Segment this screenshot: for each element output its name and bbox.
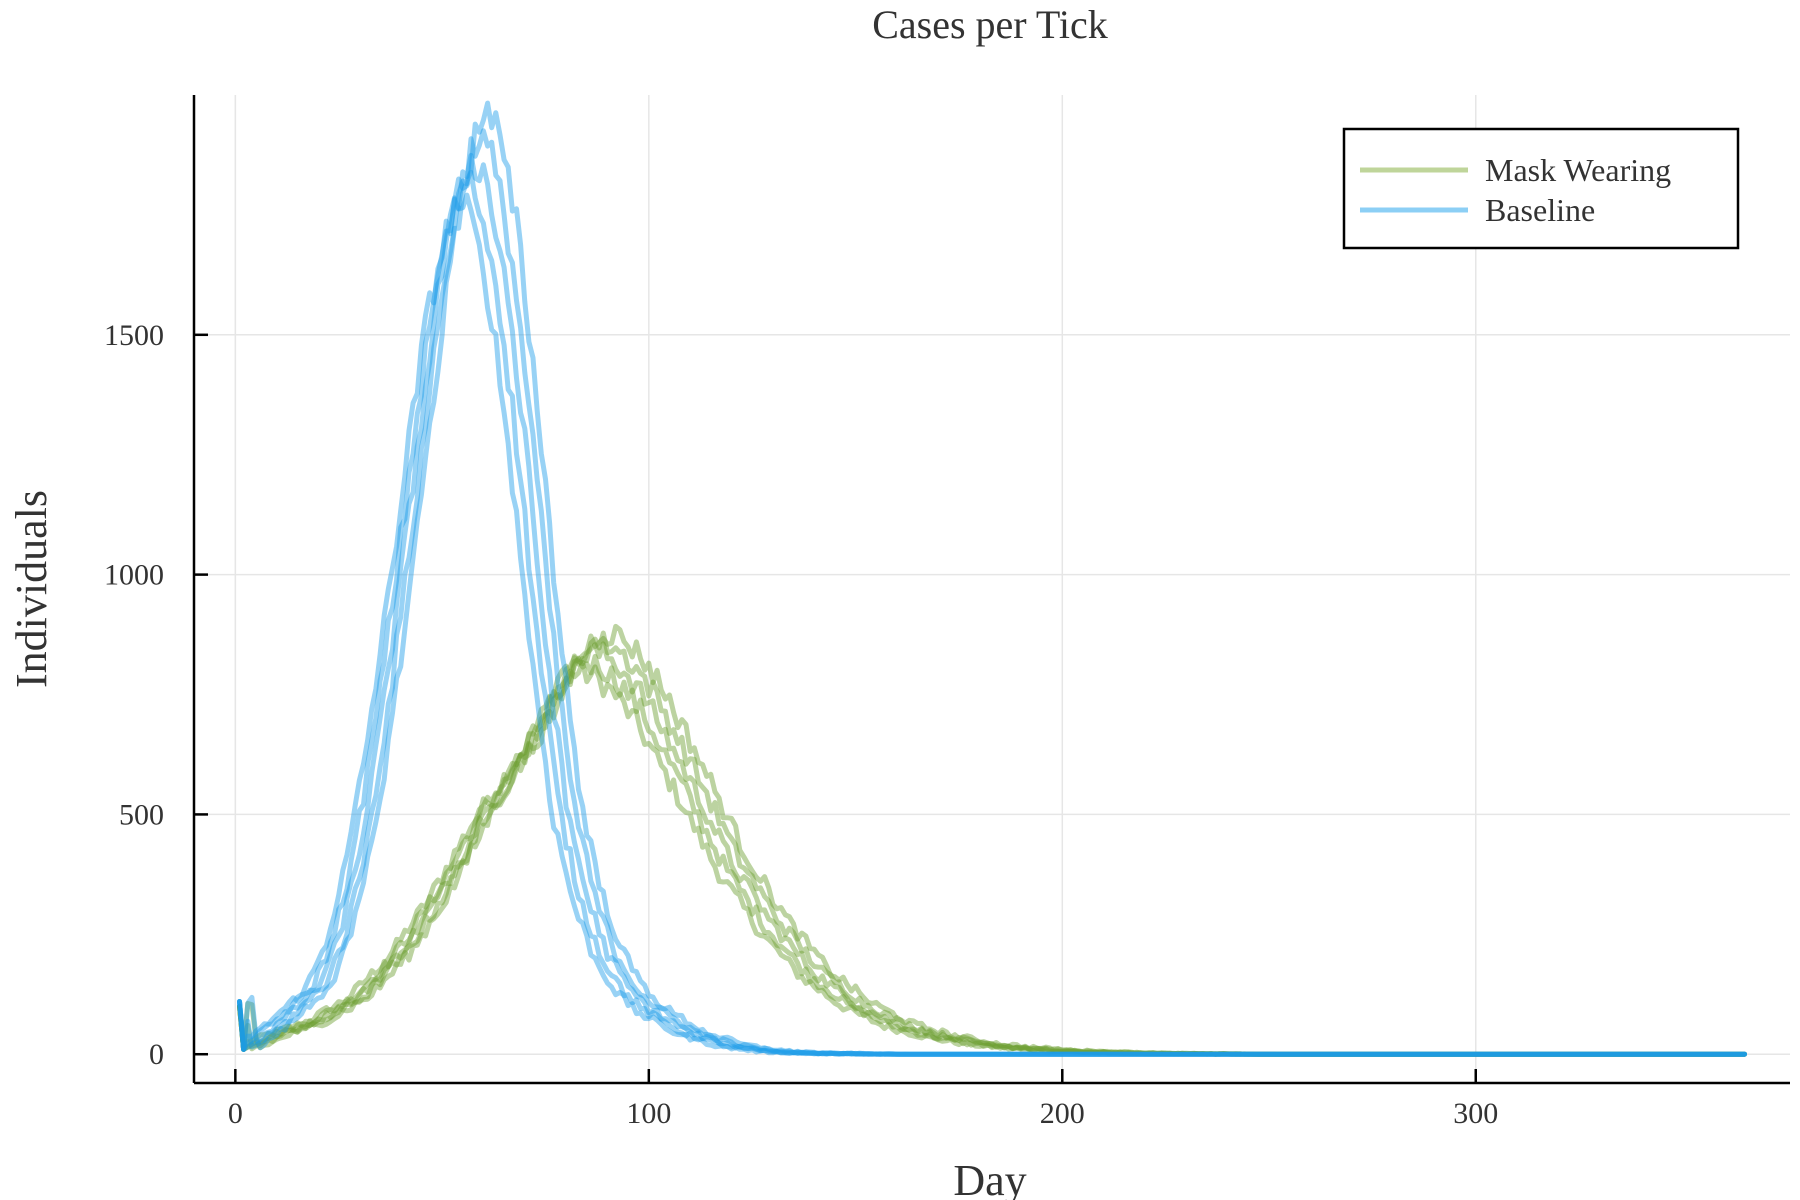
series-run-line (237, 659, 1747, 1057)
series-run-line (237, 100, 1747, 1057)
series-run-line (237, 169, 1747, 1057)
series-run-line (237, 641, 1747, 1057)
series-baseline (237, 100, 1747, 1057)
y-axis-label: Individuals (7, 490, 56, 688)
axes (192, 95, 1790, 1085)
x-tick-label: 200 (1040, 1097, 1085, 1130)
legend-label-baseline: Baseline (1485, 192, 1595, 228)
x-axis-label: Day (953, 1156, 1026, 1200)
y-tick-label: 1000 (104, 559, 164, 592)
series-mask-wearing (237, 623, 1747, 1057)
y-tick-label: 0 (149, 1038, 164, 1071)
x-tick-label: 300 (1453, 1097, 1498, 1130)
series-run-line (237, 653, 1747, 1057)
x-tick-label: 100 (626, 1097, 671, 1130)
y-tick-label: 1500 (104, 319, 164, 352)
tick-labels: 0 100 200 300 0 500 1000 1500 (104, 319, 1498, 1130)
grid-lines (194, 95, 1790, 1083)
x-tick-label: 0 (228, 1097, 243, 1130)
legend-box (1342, 127, 1740, 250)
series-run-line (237, 152, 1747, 1057)
chart-title: Cases per Tick (872, 2, 1108, 47)
series-layer (237, 100, 1747, 1057)
series-run-line (237, 623, 1747, 1057)
series-run-line (237, 128, 1747, 1057)
legend: Mask Wearing Baseline (1342, 127, 1740, 250)
series-run-line (237, 192, 1747, 1057)
series-run-line (237, 630, 1747, 1057)
legend-label-mask-wearing: Mask Wearing (1485, 152, 1671, 188)
y-tick-label: 500 (119, 798, 164, 831)
